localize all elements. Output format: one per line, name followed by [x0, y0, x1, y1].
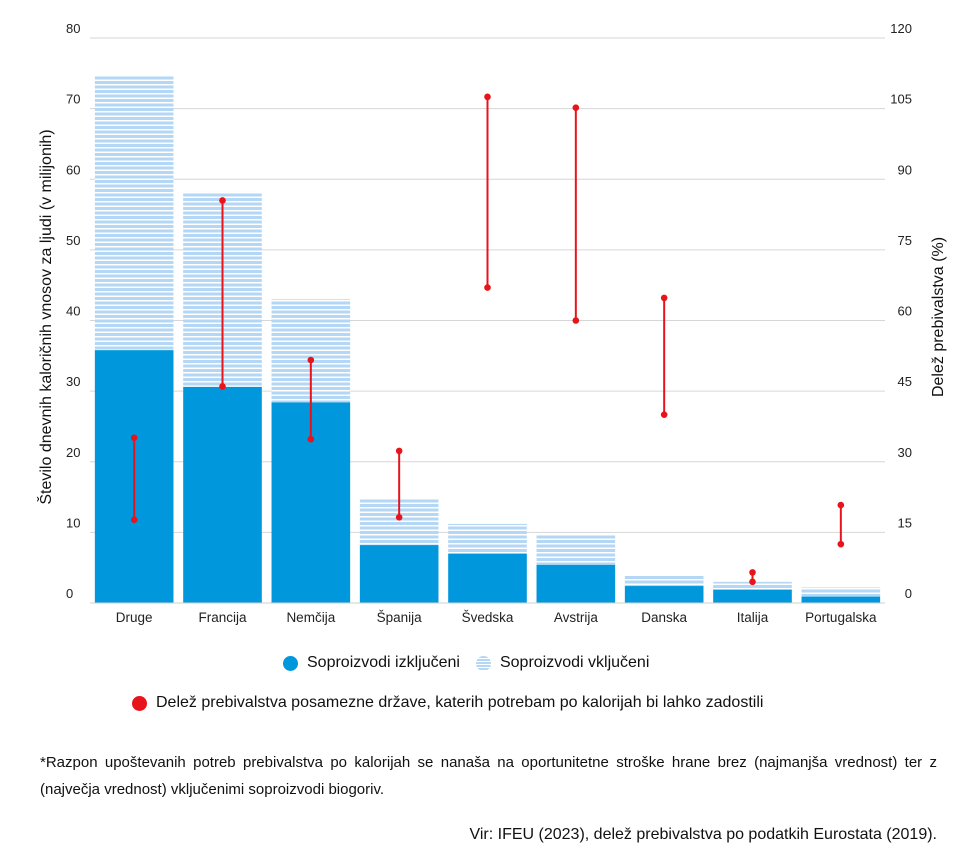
range-min-dot-4 — [395, 514, 403, 521]
legend-share: Delež prebivalstva posamezne države, kat… — [132, 694, 763, 712]
bar-included-9 — [801, 587, 881, 597]
range-max-dot-1 — [130, 434, 138, 442]
range-min-dot-8 — [749, 578, 756, 586]
bar-excluded-9 — [801, 596, 881, 603]
y-right-tick-label: 60 — [898, 304, 912, 319]
y-left-tick-label: 50 — [66, 233, 80, 248]
range-max-dot-2 — [219, 197, 226, 204]
legend-item-excluded: Soproizvodi izključeni — [283, 654, 460, 672]
legend-swatch-striped — [475, 655, 491, 671]
range-max-dot-7 — [660, 294, 668, 302]
bar-excluded-8 — [713, 589, 792, 603]
legend-bars: Soproizvodi izključeni Soproizvodi vklju… — [283, 654, 665, 672]
y-right-tick-label: 105 — [890, 92, 912, 107]
y-axis-left-title: Število dnevnih kaloričnih vnosov za lju… — [36, 129, 55, 504]
range-min-dot-2 — [219, 383, 226, 390]
bar-excluded-7 — [624, 586, 704, 603]
x-tick-label: Druge — [116, 610, 153, 625]
y-right-tick-label: 15 — [898, 515, 912, 530]
bar-excluded-6 — [536, 564, 616, 603]
bar-excluded-2 — [183, 386, 262, 603]
x-tick-label: Francija — [198, 610, 247, 625]
y-right-tick-label: 45 — [898, 374, 912, 389]
bar-included-7 — [624, 574, 704, 587]
y-axis-right-title: Delež prebivalstva (%) — [930, 237, 947, 397]
y-left-tick-label: 70 — [66, 92, 80, 107]
chart: 0 10 20 30 40 50 60 70 80 0 15 30 45 60 75 90 105 120 Drug… — [36, 21, 947, 625]
range-min-dot-3 — [307, 435, 315, 443]
range-max-dot-5 — [484, 93, 491, 101]
range-max-dot-8 — [749, 569, 756, 576]
bar-included-1 — [94, 76, 174, 351]
y-right-tick-label: 90 — [898, 162, 912, 177]
range-min-dot-1 — [130, 516, 138, 523]
x-tick-label: Švedska — [462, 610, 514, 625]
range-max-dot-3 — [307, 356, 315, 364]
footnote: *Razpon upoštevanih potreb prebivalstva … — [40, 754, 937, 798]
range-max-dot-4 — [395, 447, 403, 455]
x-tick-label: Nemčija — [286, 610, 335, 625]
bar-excluded-5 — [448, 553, 527, 603]
legend-label-excluded: Soproizvodi izključeni — [307, 654, 460, 671]
source-note: Vir: IFEU (2023), delež prebivalstva po … — [469, 826, 937, 843]
x-tick-label: Danska — [641, 610, 687, 625]
y-right-tick-label: 75 — [898, 233, 912, 248]
y-left-tick-label: 40 — [66, 304, 80, 319]
legend-swatch-solid — [283, 655, 298, 671]
y-left-tick-label: 60 — [66, 162, 80, 177]
legend-label-share: Delež prebivalstva posamezne države, kat… — [156, 694, 764, 711]
range-markers — [130, 93, 845, 586]
y-left-tick-label: 0 — [66, 586, 73, 601]
bar-excluded-4 — [359, 545, 439, 603]
y-left-tick-label: 10 — [66, 515, 80, 530]
bar-included-5 — [448, 523, 527, 554]
legend-swatch-red-dot — [132, 695, 147, 711]
legend-item-included: Soproizvodi vključeni — [475, 654, 650, 672]
x-tick-label: Španija — [377, 610, 423, 625]
axes: 0 10 20 30 40 50 60 70 80 0 15 30 45 60 75 90 105 120 Drug… — [66, 21, 912, 625]
y-right-tick-label: 30 — [898, 445, 912, 460]
range-max-dot-9 — [837, 501, 845, 509]
y-right-tick-label: 0 — [905, 586, 912, 601]
x-tick-label: Portugalska — [805, 610, 877, 625]
legend-label-included: Soproizvodi vključeni — [499, 654, 650, 671]
range-min-dot-7 — [660, 411, 668, 418]
x-tick-label: Italija — [737, 610, 769, 625]
y-left-tick-label: 80 — [66, 21, 80, 36]
y-right-tick-label: 120 — [890, 21, 912, 36]
range-min-dot-9 — [837, 540, 845, 548]
y-left-tick-label: 20 — [66, 445, 80, 460]
y-left-tick-label: 30 — [66, 374, 80, 389]
x-tick-label: Avstrija — [554, 610, 599, 625]
range-min-dot-5 — [484, 284, 491, 291]
range-min-dot-6 — [572, 317, 580, 324]
range-max-dot-6 — [572, 104, 580, 111]
bar-included-8 — [713, 581, 792, 590]
bar-included-6 — [536, 535, 616, 565]
